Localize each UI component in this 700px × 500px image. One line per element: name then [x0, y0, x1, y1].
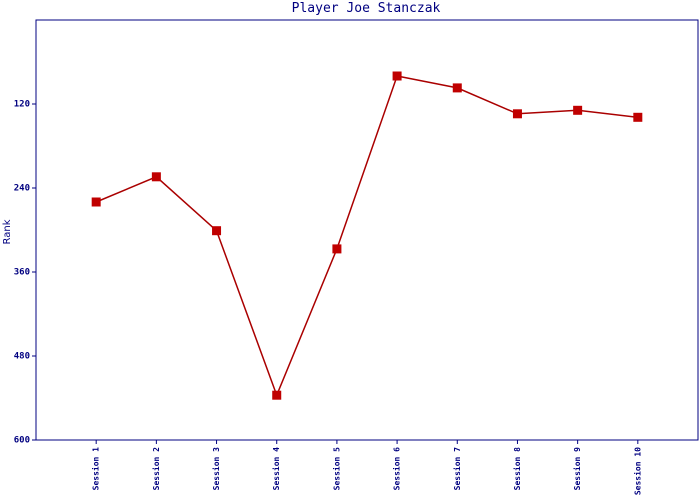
point-marker [212, 226, 222, 236]
x-tick-label: Session 8 [512, 447, 522, 491]
x-tick-label: Session 1 [91, 447, 101, 491]
series-line [95, 75, 638, 398]
y-axis-label: Rank [2, 219, 13, 244]
point-marker [272, 390, 282, 400]
x-tick-label: Session 10 [632, 447, 642, 495]
point-marker [512, 109, 522, 119]
x-tick-label: Session 2 [151, 447, 161, 491]
y-tick-label: 240 [14, 184, 30, 194]
x-tick-label: Session 7 [452, 447, 462, 491]
point-marker [452, 83, 462, 93]
x-tick-label: Session 9 [572, 447, 582, 491]
x-tick-label: Session 4 [271, 447, 281, 491]
chart-title: Player Joe Stanczak [292, 1, 441, 16]
y-tick-label: 600 [14, 436, 30, 446]
y-tick-label: 480 [14, 352, 30, 362]
plot-frame [35, 19, 699, 441]
point-marker [151, 172, 161, 182]
x-tick-label: Session 6 [392, 447, 402, 491]
point-marker [392, 71, 402, 81]
x-tick-label: Session 3 [211, 447, 221, 491]
point-marker [332, 244, 342, 254]
x-tick-label: Session 5 [331, 447, 341, 491]
y-tick-label: 120 [14, 100, 30, 110]
point-marker [573, 105, 583, 115]
point-marker [91, 197, 101, 207]
y-tick-label: 360 [14, 268, 30, 278]
point-marker [633, 112, 643, 122]
